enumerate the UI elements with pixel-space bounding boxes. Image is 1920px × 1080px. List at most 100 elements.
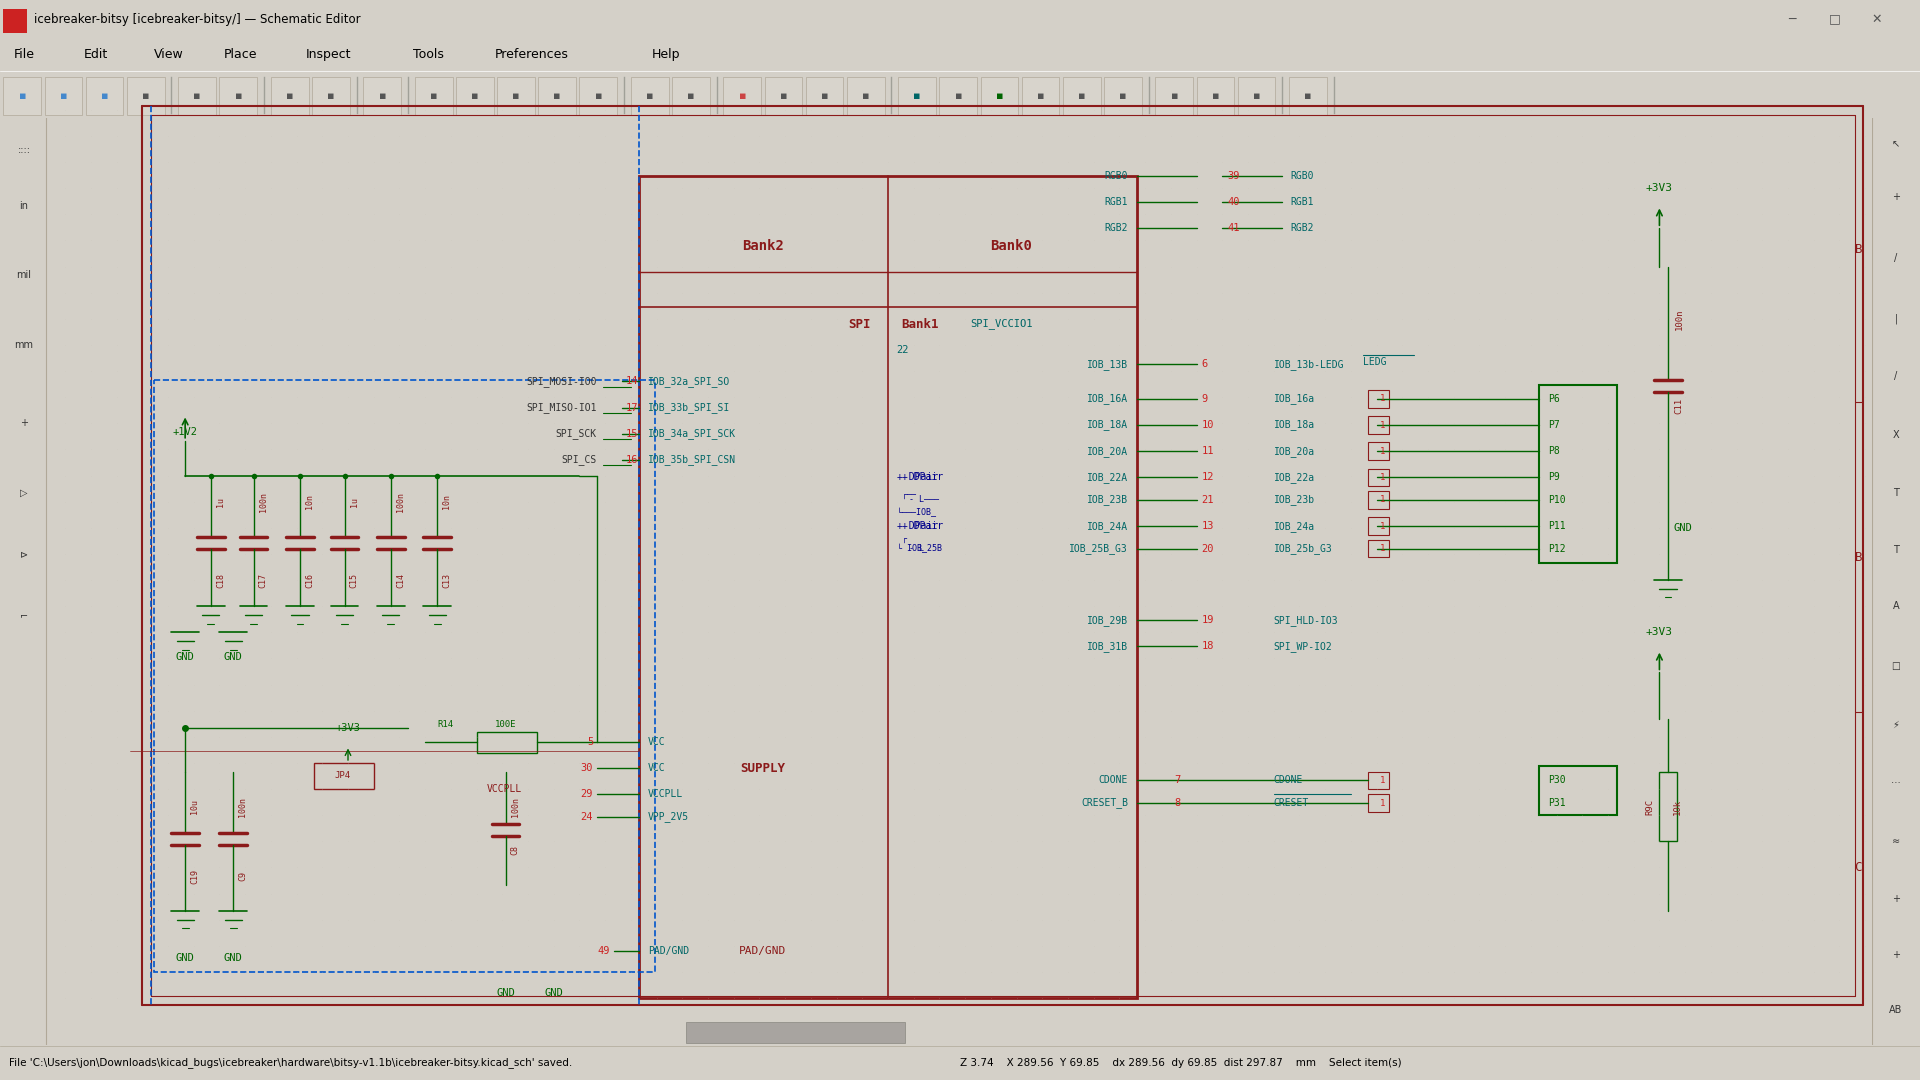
Text: P11: P11 <box>1548 521 1565 531</box>
Text: ☐: ☐ <box>1891 662 1901 672</box>
Text: View: View <box>154 49 182 62</box>
Text: └———IOB_: └———IOB_ <box>897 508 937 516</box>
Bar <box>1156 77 1192 114</box>
Text: ▪: ▪ <box>739 91 747 100</box>
Text: C9: C9 <box>238 872 248 881</box>
Text: ▪: ▪ <box>194 91 202 100</box>
Text: IOB_25B_G3: IOB_25B_G3 <box>1069 543 1129 554</box>
Text: 1: 1 <box>1380 798 1386 808</box>
Bar <box>415 77 453 114</box>
Text: 100n: 100n <box>511 797 520 816</box>
Text: ▪: ▪ <box>1171 91 1179 100</box>
Bar <box>1540 384 1617 563</box>
Text: RGB1: RGB1 <box>1104 197 1129 207</box>
Text: 100E: 100E <box>495 720 516 729</box>
Text: + DPair: + DPair <box>897 521 937 531</box>
Text: SUPPLY: SUPPLY <box>741 761 785 774</box>
Text: ▪: ▪ <box>142 91 150 100</box>
Text: in: in <box>19 201 29 211</box>
Text: 1: 1 <box>1380 544 1386 553</box>
Text: SPI_SCK: SPI_SCK <box>555 429 597 440</box>
Text: ▪: ▪ <box>1037 91 1044 100</box>
Bar <box>899 77 935 114</box>
Text: mm: mm <box>15 340 33 350</box>
Text: ▪: ▪ <box>326 91 334 100</box>
Text: ▪: ▪ <box>1254 91 1260 100</box>
Text: 15: 15 <box>626 429 637 438</box>
Bar <box>580 77 616 114</box>
Text: ▪: ▪ <box>1077 91 1085 100</box>
Text: P12: P12 <box>1548 543 1565 554</box>
Text: 1: 1 <box>1380 496 1386 504</box>
Text: SPI_CS: SPI_CS <box>561 455 597 465</box>
Text: + DPair: + DPair <box>897 472 937 483</box>
Text: 1: 1 <box>1380 394 1386 404</box>
Text: ≈: ≈ <box>1891 836 1901 847</box>
Text: CRESET_B: CRESET_B <box>1081 797 1129 809</box>
Text: ▪: ▪ <box>1212 91 1219 100</box>
Text: ▪: ▪ <box>470 91 478 100</box>
Text: PAD/GND: PAD/GND <box>739 946 787 956</box>
Text: P10: P10 <box>1548 495 1565 505</box>
Text: 9: 9 <box>1202 394 1208 404</box>
Text: ▪: ▪ <box>595 91 603 100</box>
Text: R14: R14 <box>438 720 453 729</box>
Bar <box>86 77 123 114</box>
Text: ⚡: ⚡ <box>1893 719 1899 730</box>
Text: ⌐: ⌐ <box>19 610 29 620</box>
Bar <box>939 77 977 114</box>
Text: ↖: ↖ <box>1891 139 1901 150</box>
Bar <box>476 731 536 753</box>
Text: GND: GND <box>545 988 563 998</box>
Bar <box>271 77 309 114</box>
Text: P6: P6 <box>1548 394 1559 404</box>
Text: SPI: SPI <box>849 318 872 330</box>
Text: IOB_29B: IOB_29B <box>1087 615 1129 625</box>
Text: PAD/GND: PAD/GND <box>649 946 689 956</box>
Text: Bank2: Bank2 <box>741 239 783 253</box>
Text: IOB_32a_SPI_SO: IOB_32a_SPI_SO <box>649 376 730 387</box>
Text: 7: 7 <box>1175 775 1181 785</box>
Bar <box>1367 794 1388 812</box>
Text: AB: AB <box>1889 1005 1903 1015</box>
Text: 22: 22 <box>897 346 908 355</box>
Text: 39: 39 <box>1227 171 1240 181</box>
Text: 1u: 1u <box>349 497 359 507</box>
Bar <box>1064 77 1100 114</box>
Text: GND: GND <box>1672 523 1692 532</box>
Text: └ IOB_25B: └ IOB_25B <box>897 544 941 553</box>
Text: +: + <box>19 418 29 429</box>
Text: JP4: JP4 <box>334 771 351 780</box>
Text: IOB_25b_G3: IOB_25b_G3 <box>1273 543 1332 554</box>
Text: ▪: ▪ <box>1119 91 1127 100</box>
Text: 100n: 100n <box>238 797 248 816</box>
Text: RGB0: RGB0 <box>1290 171 1315 181</box>
Bar <box>1540 767 1617 815</box>
Bar <box>1238 77 1275 114</box>
Text: 20: 20 <box>1202 543 1213 554</box>
Text: SPI_MISO-IO1: SPI_MISO-IO1 <box>526 402 597 413</box>
Text: SPI_WP-IO2: SPI_WP-IO2 <box>1273 640 1332 651</box>
Text: RGB2: RGB2 <box>1104 224 1129 233</box>
Text: File: File <box>13 49 35 62</box>
Text: ▪: ▪ <box>513 91 520 100</box>
Text: RGB0: RGB0 <box>1104 171 1129 181</box>
Bar <box>457 77 493 114</box>
Text: +3V3: +3V3 <box>1645 184 1672 193</box>
Text: A: A <box>1893 602 1899 611</box>
Text: /: / <box>1895 372 1897 381</box>
Text: VCC: VCC <box>649 737 666 747</box>
Text: IOB_16a: IOB_16a <box>1273 393 1315 404</box>
Text: 100n: 100n <box>259 491 269 512</box>
Text: IOB_23b: IOB_23b <box>1273 495 1315 505</box>
Text: P9: P9 <box>1548 472 1559 483</box>
Text: 1: 1 <box>1380 522 1386 530</box>
Text: CDONE: CDONE <box>1098 775 1129 785</box>
Text: Inspect: Inspect <box>305 49 351 62</box>
Text: C13: C13 <box>442 572 451 588</box>
Text: + DPair: + DPair <box>902 472 943 483</box>
Text: IOB_13B: IOB_13B <box>1087 359 1129 369</box>
Bar <box>639 176 1137 998</box>
Text: ▪: ▪ <box>553 91 561 100</box>
Text: 18: 18 <box>1202 642 1213 651</box>
